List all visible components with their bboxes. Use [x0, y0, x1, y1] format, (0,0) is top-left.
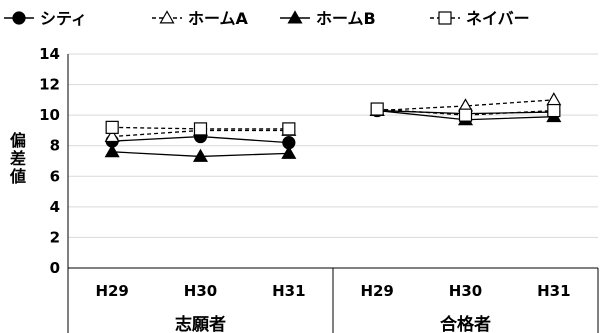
series-line [112, 126, 289, 130]
group-label: 志願者 [175, 314, 226, 333]
y-tick-label: 2 [50, 228, 60, 246]
legend-label: シティ [40, 9, 87, 28]
y-axis-label-char: 値 [9, 167, 26, 186]
series-line [377, 99, 554, 112]
data-point [104, 128, 120, 143]
y-tick-label: 12 [39, 76, 60, 94]
legend-label: ネイバー [466, 9, 530, 28]
y-axis-label: 偏差値 [9, 131, 26, 186]
x-tick-labels: H29 H30 H31 H29 H30 H31 [95, 282, 570, 300]
data-point [192, 148, 209, 162]
y-axis-label-char: 差 [10, 149, 26, 168]
series-markers [104, 92, 562, 162]
group-labels: 志願者 合格者 [175, 314, 491, 333]
x-tick-label: H30 [184, 282, 217, 300]
data-point [282, 122, 296, 136]
series-line [377, 108, 554, 116]
x-tick-label: H30 [449, 282, 482, 300]
gridlines [68, 53, 598, 238]
axes [67, 54, 599, 333]
data-point [458, 108, 473, 122]
x-tick-label: H29 [95, 282, 128, 300]
legend-label: ホームA [188, 9, 249, 28]
y-tick-label: 4 [50, 198, 60, 216]
series-lines [112, 99, 554, 158]
series-line [112, 129, 289, 138]
y-tick-label: 0 [50, 259, 60, 277]
data-point [547, 103, 561, 118]
data-point [104, 144, 120, 158]
x-tick-label: H31 [272, 282, 305, 300]
y-tick-labels: 0 2 4 6 8 10 12 14 [39, 45, 60, 277]
data-point [281, 145, 297, 159]
data-point [370, 102, 384, 116]
group-label: 合格者 [440, 314, 491, 333]
y-tick-label: 8 [50, 137, 60, 155]
data-point [546, 92, 562, 106]
legend: シティ ホームA ホームB ネイバー [4, 9, 530, 28]
y-tick-label: 10 [39, 106, 60, 124]
legend-label: ホームB [316, 9, 376, 28]
y-tick-label: 6 [50, 167, 60, 185]
legend-marker [287, 10, 303, 24]
legend-marker [159, 10, 175, 24]
y-axis-label-char: 偏 [10, 131, 26, 150]
x-tick-label: H29 [360, 282, 393, 300]
legend-marker [12, 11, 26, 25]
y-tick-label: 14 [39, 45, 60, 63]
legend-marker [438, 11, 452, 25]
x-tick-label: H31 [537, 282, 570, 300]
data-point [105, 120, 119, 134]
data-point [193, 122, 208, 136]
